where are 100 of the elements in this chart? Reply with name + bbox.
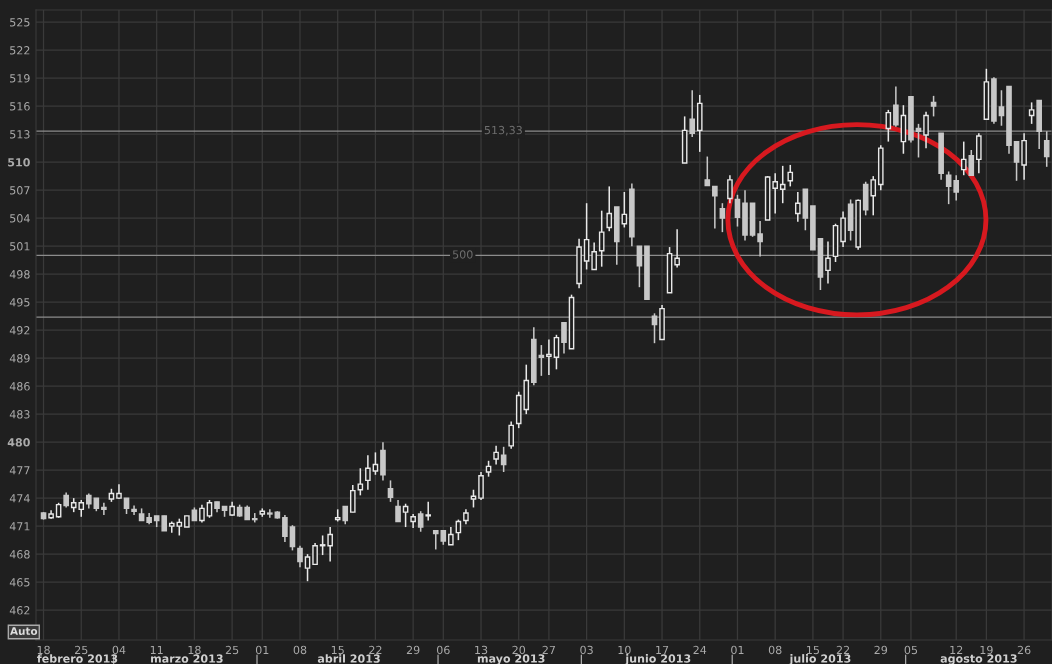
candlestick	[365, 454, 371, 491]
candlestick	[968, 149, 975, 176]
candlestick	[282, 514, 288, 543]
candlestick	[651, 312, 658, 344]
candlestick	[289, 524, 296, 552]
y-tick-label: 516	[10, 102, 30, 111]
x-tick-label: 25	[225, 645, 239, 655]
candlestick	[402, 502, 409, 528]
x-tick-label: 12	[950, 645, 963, 654]
y-tick-label: 477	[9, 466, 30, 475]
x-tick-label: 15	[807, 645, 819, 655]
y-tick-label: 492	[9, 326, 30, 335]
y-tick-label: 495	[9, 298, 30, 307]
candlestick	[893, 85, 899, 128]
y-tick-label: 480	[7, 438, 30, 447]
candlestick	[976, 132, 982, 175]
candlestick	[168, 520, 175, 534]
text: abril 2013	[317, 654, 380, 663]
candlestick	[757, 220, 763, 258]
candlestick	[998, 89, 1005, 127]
candlestick	[960, 140, 967, 176]
x-tick-label: 08	[768, 645, 782, 655]
candlestick	[538, 344, 545, 377]
candlestick	[719, 202, 726, 233]
candlestick	[734, 194, 741, 228]
x-tick-label: 20	[512, 645, 526, 655]
x-tick-label: 29	[874, 645, 888, 655]
candlestick	[636, 245, 643, 288]
candlestick	[508, 420, 514, 450]
ref-line-label: 500	[452, 250, 473, 259]
candlestick	[493, 445, 499, 466]
text: marzo 2013	[151, 654, 223, 663]
y-tick-label: 474	[9, 494, 30, 503]
x-tick-label: 15	[331, 645, 344, 655]
candlestick	[825, 240, 831, 285]
x-tick-label: 25	[75, 645, 88, 655]
candlestick	[349, 484, 356, 513]
candlestick	[561, 321, 567, 355]
candlestick	[689, 89, 696, 138]
y-tick-label: 468	[9, 550, 30, 559]
candlestick	[251, 512, 258, 524]
candlestick	[772, 172, 778, 215]
y-tick-label: 525	[10, 18, 30, 27]
x-tick-label: 13	[475, 645, 488, 655]
candlestick	[915, 123, 922, 159]
x-tick-label: 27	[542, 645, 556, 654]
candlestick	[930, 95, 937, 118]
candlestick	[591, 241, 597, 271]
x-tick-label: 05	[904, 645, 918, 655]
y-tick-label: 465	[9, 578, 30, 587]
x-tick-label: 06	[436, 645, 450, 655]
candlestick	[787, 164, 794, 188]
candlestick	[478, 471, 484, 501]
candlestick	[553, 334, 560, 371]
x-tick-label: 29	[406, 645, 420, 655]
candlestick	[387, 479, 394, 503]
annotation: Auto	[10, 627, 38, 636]
x-tick-label: 11	[150, 645, 163, 654]
candlestick	[417, 510, 424, 533]
candlestick	[583, 202, 590, 271]
candlestick	[372, 451, 379, 476]
candlestick	[712, 185, 718, 230]
candlestick	[923, 110, 929, 149]
ref-line-label: 513,33	[484, 125, 522, 136]
candlestick	[1013, 140, 1020, 182]
x-tick-label: 19	[980, 645, 993, 655]
y-tick-label: 483	[9, 410, 30, 419]
x-tick-label: 17	[656, 645, 669, 654]
candlestick	[395, 499, 401, 523]
candlestick	[795, 191, 801, 223]
x-tick-label: 10	[618, 645, 631, 655]
candlestick	[546, 338, 552, 376]
candlestick	[267, 508, 273, 519]
y-tick-label: 504	[10, 214, 30, 223]
y-tick-label: 498	[9, 270, 30, 279]
x-tick-label: 18	[37, 645, 50, 655]
candlestick	[598, 209, 605, 268]
x-tick-label: 01	[255, 645, 269, 655]
x-tick-label: 04	[112, 645, 126, 655]
x-tick-label: 26	[1017, 645, 1031, 655]
x-tick-label: 22	[369, 645, 382, 654]
candlestick	[779, 165, 786, 204]
candlestick	[840, 210, 846, 248]
candlestick	[953, 174, 960, 202]
candlestick	[606, 185, 613, 232]
x-tick-label: 22	[836, 645, 850, 654]
candlestick	[312, 542, 318, 566]
text: agosto 2013	[940, 654, 1017, 664]
y-tick-label: 510	[8, 158, 30, 167]
x-tick-label: 18	[188, 645, 201, 655]
x-tick-label: 24	[693, 645, 707, 654]
text: mayo 2013	[477, 654, 545, 664]
candlestick	[1043, 130, 1050, 168]
y-tick-label: 522	[10, 46, 30, 55]
candlestick	[727, 174, 733, 204]
y-tick-label: 462	[9, 606, 30, 615]
y-tick-label: 501	[10, 242, 30, 251]
candlestick	[357, 467, 364, 497]
candlestick	[304, 553, 311, 582]
candlestick	[101, 502, 107, 516]
